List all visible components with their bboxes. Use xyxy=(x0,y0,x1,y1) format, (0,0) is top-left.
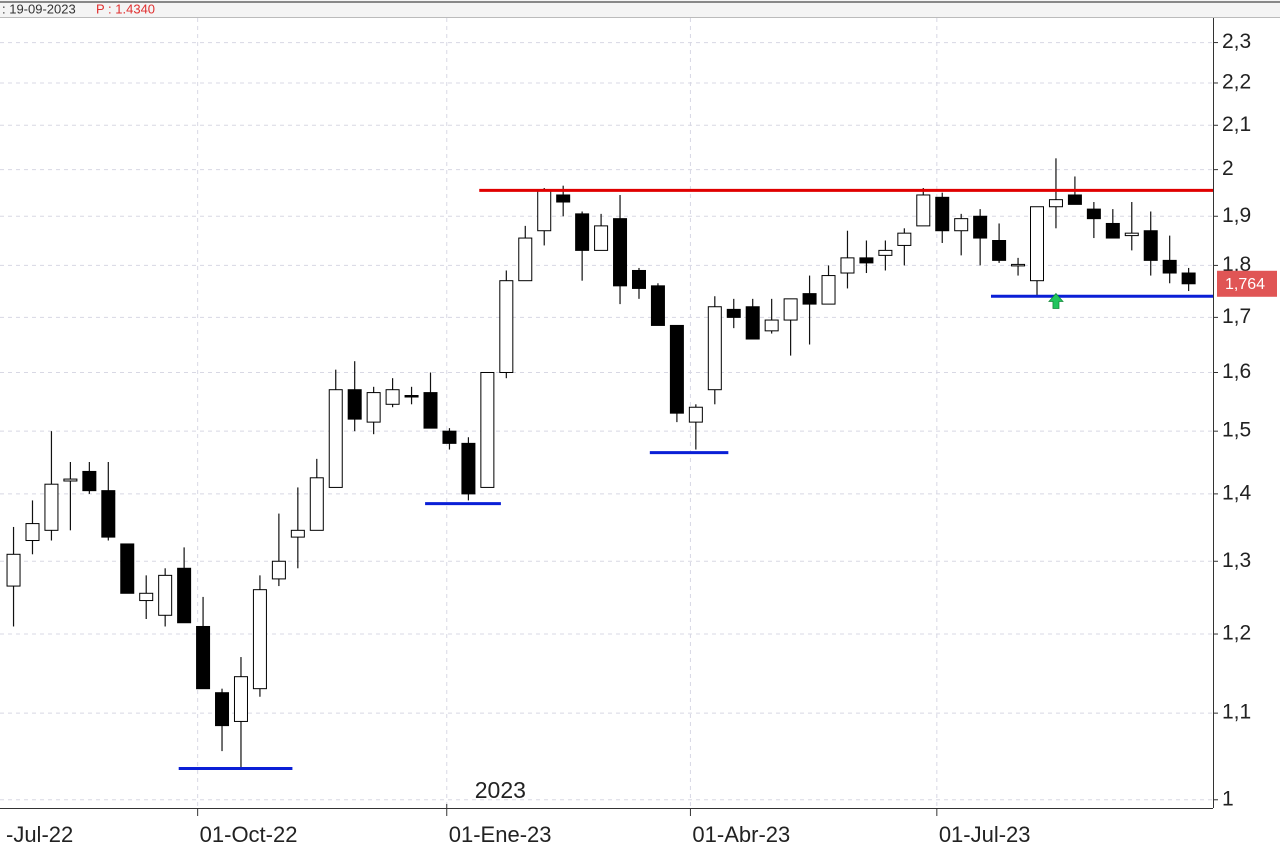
candle-body xyxy=(120,543,135,594)
candle-body xyxy=(840,257,855,274)
candle-body xyxy=(139,592,154,602)
x-tick-label: 01-Jul-23 xyxy=(939,822,1031,847)
candle-body xyxy=(366,392,381,423)
candle-body xyxy=(499,280,514,373)
y-tick-label: 1,7 xyxy=(1222,305,1251,328)
candle-body xyxy=(442,430,457,444)
candle-body xyxy=(328,389,343,488)
candle-body xyxy=(290,529,305,538)
candle-body xyxy=(802,293,817,305)
candle-body xyxy=(764,319,779,332)
y-tick-label: 1,3 xyxy=(1222,549,1251,572)
x-tick-label: 01-Oct-22 xyxy=(200,822,298,847)
candle-body xyxy=(954,218,969,232)
candle-body xyxy=(783,298,798,321)
year-label: 2023 xyxy=(475,777,526,803)
candle-body xyxy=(271,560,286,580)
candle-body xyxy=(650,285,665,326)
header-price: P : 1.4340 xyxy=(96,1,155,16)
candle-body xyxy=(631,269,646,289)
candle-body xyxy=(1030,206,1045,282)
candle-body xyxy=(347,389,362,420)
candle-body xyxy=(613,218,628,287)
candle-body xyxy=(82,470,97,492)
x-tick-label: -Jul-22 xyxy=(6,822,73,847)
candle-body xyxy=(973,215,988,239)
candle-body xyxy=(44,483,59,531)
candle-body xyxy=(669,324,684,414)
last-price-label: 1,764 xyxy=(1225,276,1265,293)
y-tick-label: 1,4 xyxy=(1222,481,1252,504)
candle-body xyxy=(480,371,495,488)
candle-body xyxy=(385,389,400,405)
x-tick-label: 01-Ene-23 xyxy=(449,822,552,847)
candle-body xyxy=(158,574,173,616)
candle-body xyxy=(1067,194,1082,205)
candle-body xyxy=(1011,263,1026,267)
candle-body xyxy=(575,213,590,251)
candle-body xyxy=(556,194,571,203)
candle-body xyxy=(916,194,931,227)
candle-body xyxy=(878,249,893,256)
y-tick-label: 2 xyxy=(1222,157,1234,180)
candle-body xyxy=(518,237,533,282)
candle-body xyxy=(1086,208,1101,220)
y-tick-label: 1,2 xyxy=(1222,622,1251,645)
candle-body xyxy=(177,567,192,624)
candle-body xyxy=(726,308,741,318)
candle-body xyxy=(1124,232,1139,237)
candle-body xyxy=(404,395,419,398)
candle-body xyxy=(63,478,78,482)
y-tick-label: 2,2 xyxy=(1222,71,1251,94)
candle-body xyxy=(1048,199,1063,208)
candle-body xyxy=(745,306,760,340)
candle-body xyxy=(1162,259,1177,274)
candle-body xyxy=(821,275,836,305)
y-tick-label: 1,8 xyxy=(1222,253,1251,276)
y-tick-label: 2,3 xyxy=(1222,30,1251,53)
candle-body xyxy=(461,442,476,495)
candle-body xyxy=(594,225,609,251)
candle-body xyxy=(101,490,116,538)
candle-body xyxy=(309,477,324,531)
signal-arrow xyxy=(1048,292,1064,309)
candle-body xyxy=(6,553,21,587)
y-tick-label: 2,1 xyxy=(1222,113,1251,136)
candle-body xyxy=(196,625,211,690)
y-tick-label: 1 xyxy=(1222,787,1234,810)
candle-body xyxy=(537,189,552,232)
candle-body xyxy=(25,523,40,542)
y-tick-label: 1,1 xyxy=(1222,701,1251,724)
candle-body xyxy=(252,589,267,690)
last-price-tag xyxy=(1217,270,1277,297)
candle-body xyxy=(215,692,230,727)
candle-body xyxy=(1105,222,1120,239)
y-tick-label: 1,6 xyxy=(1222,360,1251,383)
candle-body xyxy=(1181,272,1196,285)
candle-body xyxy=(992,240,1007,261)
candle-body xyxy=(935,196,950,232)
candle-body xyxy=(233,676,248,722)
header-bar xyxy=(0,0,1280,18)
candle-body xyxy=(707,306,722,391)
candle-body xyxy=(423,392,438,429)
candle-body xyxy=(688,406,703,423)
header-date: : 19-09-2023 xyxy=(2,1,76,16)
candle-body xyxy=(859,257,874,264)
x-tick-label: 01-Abr-23 xyxy=(692,822,790,847)
y-tick-label: 1,9 xyxy=(1222,204,1251,227)
candle-body xyxy=(1143,230,1158,261)
candle-body xyxy=(897,232,912,246)
y-tick-label: 1,5 xyxy=(1222,419,1251,442)
